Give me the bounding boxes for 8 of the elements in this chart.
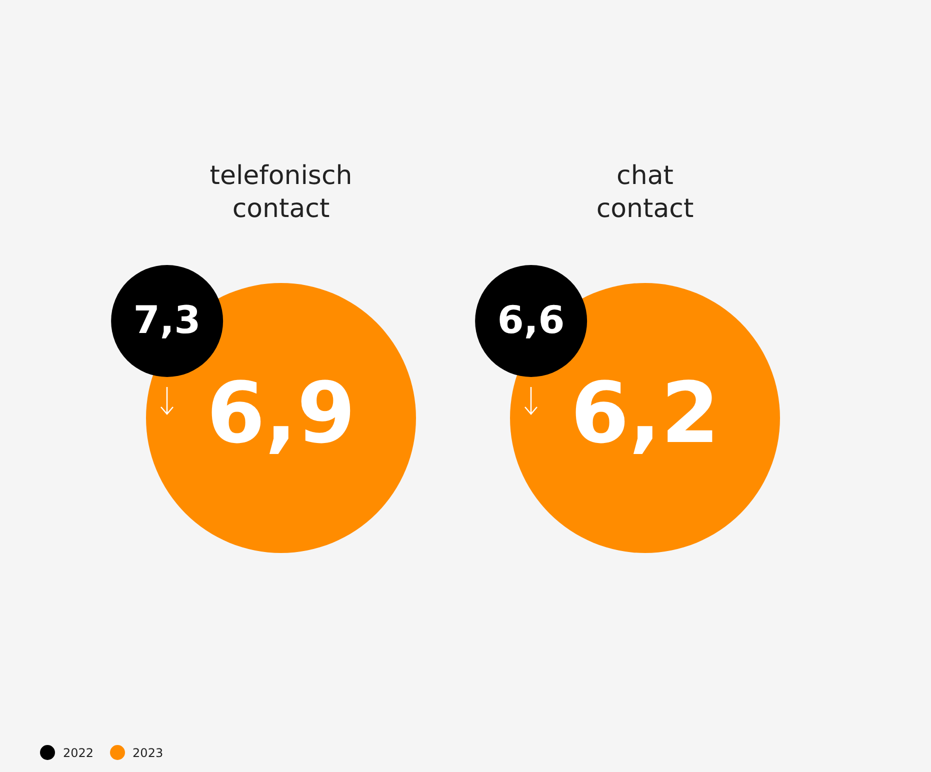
- legend-label: 2023: [132, 746, 164, 760]
- data-label: 7,3: [133, 298, 201, 342]
- category-label: chat contact: [596, 160, 694, 224]
- data-label: 6,9: [206, 364, 356, 462]
- data-label: 6,6: [497, 298, 565, 342]
- data-label: 6,2: [570, 364, 720, 462]
- legend-label: 2022: [63, 746, 94, 760]
- category-label: telefonisch contact: [210, 160, 352, 224]
